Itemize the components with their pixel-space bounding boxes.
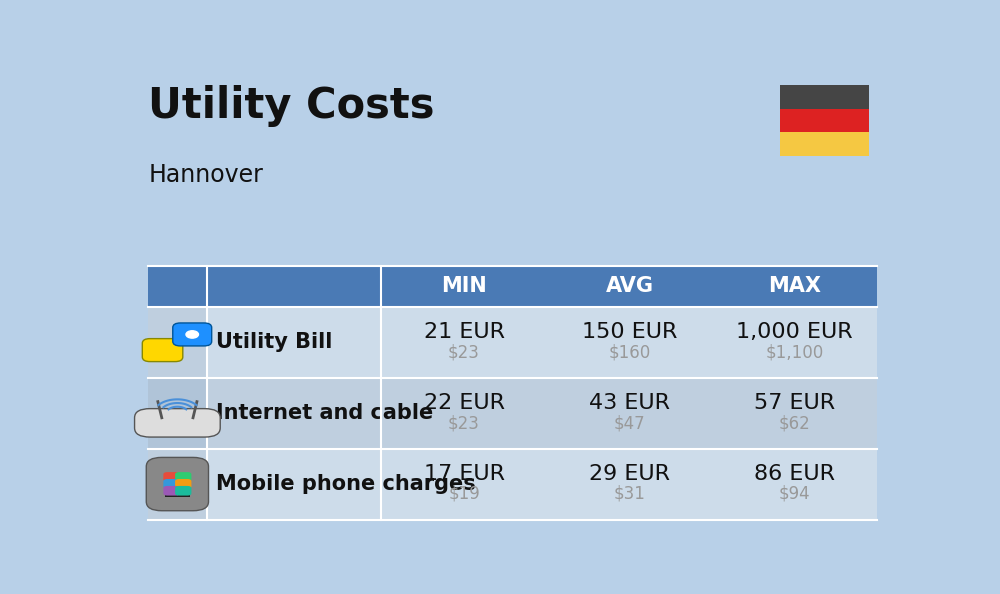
Text: 57 EUR: 57 EUR: [754, 393, 835, 413]
FancyBboxPatch shape: [163, 479, 180, 489]
Text: Mobile phone charges: Mobile phone charges: [216, 474, 476, 494]
FancyBboxPatch shape: [381, 448, 547, 520]
Text: $62: $62: [779, 414, 811, 432]
FancyBboxPatch shape: [207, 448, 381, 520]
FancyBboxPatch shape: [381, 307, 547, 378]
Text: 1,000 EUR: 1,000 EUR: [736, 323, 853, 342]
FancyBboxPatch shape: [547, 266, 712, 307]
FancyBboxPatch shape: [780, 109, 869, 132]
Text: MAX: MAX: [768, 276, 821, 296]
FancyBboxPatch shape: [163, 472, 180, 482]
Text: 150 EUR: 150 EUR: [582, 323, 677, 342]
Text: 21 EUR: 21 EUR: [424, 323, 505, 342]
FancyBboxPatch shape: [148, 307, 207, 378]
Text: $1,100: $1,100: [766, 343, 824, 361]
Text: 29 EUR: 29 EUR: [589, 464, 670, 484]
FancyBboxPatch shape: [381, 266, 547, 307]
FancyBboxPatch shape: [712, 266, 877, 307]
FancyBboxPatch shape: [207, 266, 381, 307]
Text: MIN: MIN: [441, 276, 487, 296]
FancyBboxPatch shape: [207, 378, 381, 448]
FancyBboxPatch shape: [175, 472, 191, 482]
Text: $47: $47: [614, 414, 645, 432]
FancyBboxPatch shape: [780, 85, 869, 109]
FancyBboxPatch shape: [148, 448, 207, 520]
FancyBboxPatch shape: [165, 473, 190, 497]
Text: $160: $160: [608, 343, 651, 361]
Text: 43 EUR: 43 EUR: [589, 393, 670, 413]
Text: $31: $31: [613, 485, 645, 503]
Text: $23: $23: [448, 343, 480, 361]
FancyBboxPatch shape: [175, 479, 191, 489]
Text: Internet and cable: Internet and cable: [216, 403, 433, 423]
FancyBboxPatch shape: [175, 486, 191, 495]
FancyBboxPatch shape: [780, 132, 869, 156]
Text: $19: $19: [448, 485, 480, 503]
FancyBboxPatch shape: [547, 378, 712, 448]
Text: $94: $94: [779, 485, 811, 503]
FancyBboxPatch shape: [135, 409, 220, 437]
FancyBboxPatch shape: [148, 266, 207, 307]
Text: 86 EUR: 86 EUR: [754, 464, 835, 484]
FancyBboxPatch shape: [712, 307, 877, 378]
FancyBboxPatch shape: [712, 378, 877, 448]
Text: 22 EUR: 22 EUR: [424, 393, 505, 413]
FancyBboxPatch shape: [148, 378, 207, 448]
Text: Utility Bill: Utility Bill: [216, 332, 332, 352]
FancyBboxPatch shape: [547, 448, 712, 520]
FancyBboxPatch shape: [207, 307, 381, 378]
FancyBboxPatch shape: [163, 486, 180, 495]
Text: Utility Costs: Utility Costs: [148, 85, 435, 127]
Text: Hannover: Hannover: [148, 163, 263, 187]
FancyBboxPatch shape: [173, 323, 212, 346]
FancyBboxPatch shape: [381, 378, 547, 448]
FancyBboxPatch shape: [712, 448, 877, 520]
FancyBboxPatch shape: [547, 307, 712, 378]
Circle shape: [186, 331, 198, 338]
Text: $23: $23: [448, 414, 480, 432]
Text: AVG: AVG: [605, 276, 653, 296]
Text: 17 EUR: 17 EUR: [424, 464, 505, 484]
FancyBboxPatch shape: [146, 457, 209, 511]
FancyBboxPatch shape: [142, 339, 183, 362]
